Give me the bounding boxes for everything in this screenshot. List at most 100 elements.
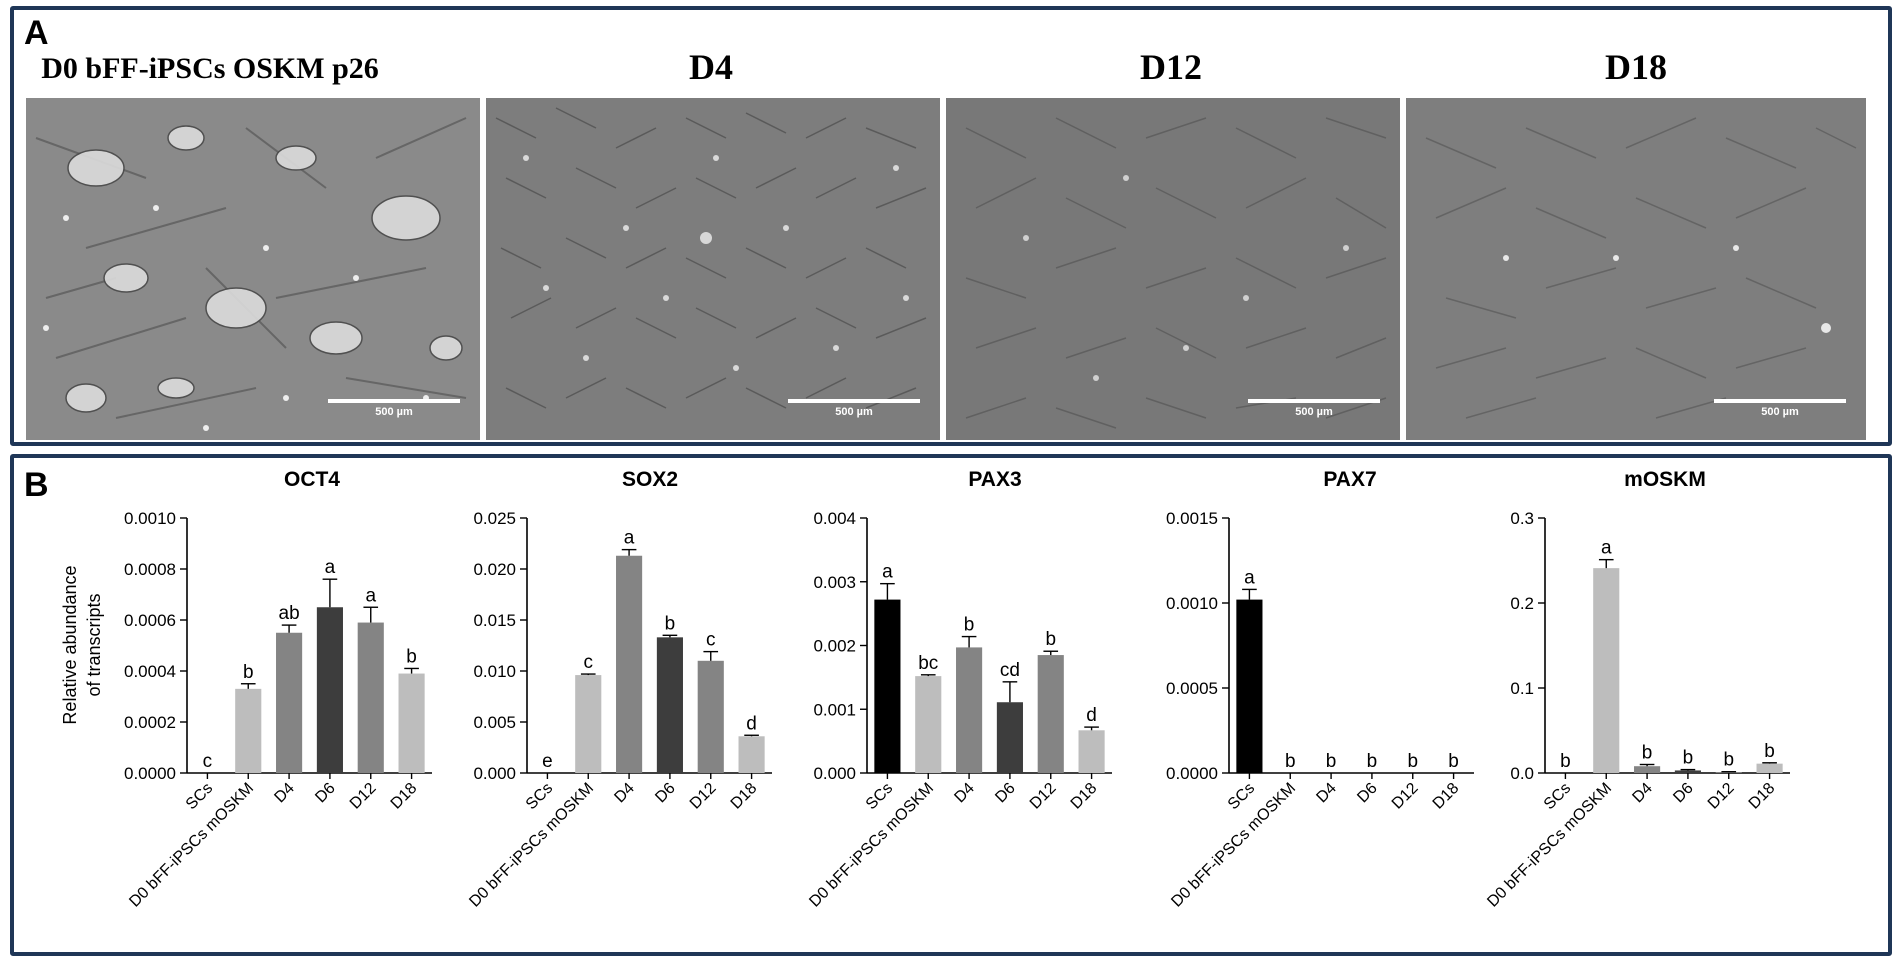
bar-pax7-0: [1236, 599, 1263, 773]
panel-b-frame: [10, 454, 1892, 956]
significance-letter: b: [1642, 743, 1653, 764]
y-tick-label: 0.0008: [124, 560, 176, 579]
x-tick-label: D12: [1027, 780, 1060, 813]
bar-sox2-2: [616, 555, 643, 773]
micrograph-d4: 500 µm: [486, 98, 940, 440]
y-tick-label: 0.004: [813, 509, 856, 528]
x-tick-label: D12: [1389, 780, 1422, 813]
x-tick-label: SCs: [1225, 780, 1258, 813]
chart-title-oct4: OCT4: [284, 468, 340, 491]
image-title-d12: D12: [1140, 47, 1202, 87]
micrograph-d0: 500 µm: [26, 98, 480, 440]
y-tick-label: 0.025: [473, 509, 516, 528]
x-tick-label: D12: [347, 780, 380, 813]
x-tick-label: D18: [388, 780, 421, 813]
significance-letter: b: [665, 613, 676, 634]
bar-pax3-4: [1037, 655, 1064, 773]
x-tick-label: D4: [1629, 780, 1656, 807]
y-tick-label: 0.020: [473, 560, 516, 579]
significance-letter: e: [542, 751, 553, 772]
x-tick-label: D4: [271, 780, 298, 807]
significance-letter: a: [365, 585, 376, 606]
x-tick-label: SCs: [523, 780, 556, 813]
bar-pax3-1: [915, 676, 942, 773]
significance-letter: b: [1285, 751, 1296, 772]
significance-letter: b: [243, 662, 254, 683]
y-tick-label: 0.000: [473, 764, 516, 783]
bar-oct4-1: [235, 688, 262, 773]
y-tick-label: 0.010: [473, 662, 516, 681]
chart-title-pax7: PAX7: [1323, 468, 1376, 491]
y-axis-label: Relative abundance: [60, 565, 80, 724]
bar-moskm-1: [1593, 568, 1620, 773]
significance-letter: a: [882, 562, 893, 583]
bar-oct4-2: [276, 632, 303, 773]
bar-moskm-5: [1756, 763, 1783, 773]
bar-moskm-3: [1674, 770, 1701, 773]
significance-letter: d: [746, 713, 757, 734]
micrograph-d12: 500 µm: [946, 98, 1400, 440]
panel-b-label: B: [24, 466, 49, 504]
scale-bar-d18: 500 µm: [1714, 399, 1846, 418]
scale-bar-d4: 500 µm: [788, 399, 920, 418]
significance-letter: bc: [918, 653, 938, 674]
significance-letter: cd: [1000, 660, 1020, 681]
y-tick-label: 0.0004: [124, 662, 176, 681]
y-tick-label: 0.0006: [124, 611, 176, 630]
bar-pax3-2: [956, 647, 983, 773]
bar-moskm-4: [1715, 772, 1742, 773]
x-tick-label: D6: [1354, 780, 1381, 807]
significance-letter: b: [1407, 751, 1418, 772]
significance-letter: b: [1045, 629, 1056, 650]
y-tick-label: 0.000: [813, 764, 856, 783]
significance-letter: b: [1448, 751, 1459, 772]
microscopy-image-icon: [965, 117, 1387, 429]
y-tick-label: 0.0002: [124, 713, 176, 732]
microscopy-image-icon: [35, 117, 467, 431]
chart-title-pax3: PAX3: [968, 468, 1021, 491]
significance-letter: b: [1367, 751, 1378, 772]
bar-sox2-4: [697, 660, 724, 773]
y-tick-label: 0.0010: [124, 509, 176, 528]
x-tick-label: D4: [611, 780, 638, 807]
y-tick-label: 0.0005: [1166, 679, 1218, 698]
significance-letter: b: [1723, 750, 1734, 771]
y-tick-label: 0.001: [813, 700, 856, 719]
bar-pax3-5: [1078, 730, 1105, 773]
significance-letter: b: [1560, 751, 1571, 772]
significance-letter: b: [1683, 748, 1694, 769]
scale-bar-d0: 500 µm: [328, 399, 460, 418]
y-tick-label: 0.0010: [1166, 594, 1218, 613]
significance-letter: c: [706, 630, 716, 651]
x-tick-label: SCs: [183, 780, 216, 813]
x-tick-label: D12: [687, 780, 720, 813]
bar-oct4-5: [398, 673, 425, 773]
panel-a-frame: [10, 6, 1892, 446]
x-tick-label: D18: [1430, 780, 1463, 813]
significance-letter: c: [203, 751, 213, 772]
x-tick-label: D6: [312, 780, 339, 807]
x-tick-label: D18: [728, 780, 761, 813]
x-tick-label: D6: [992, 780, 1019, 807]
microscopy-image-icon: [1425, 117, 1857, 419]
x-tick-label: D6: [652, 780, 679, 807]
significance-letter: c: [584, 652, 594, 673]
x-tick-label: D4: [1313, 780, 1340, 807]
bar-pax3-3: [996, 702, 1023, 773]
y-tick-label: 0.002: [813, 637, 856, 656]
x-tick-label: D6: [1670, 780, 1697, 807]
y-axis-label: of transcripts: [84, 593, 104, 696]
image-title-d18: D18: [1605, 47, 1667, 87]
y-tick-label: 0.0015: [1166, 509, 1218, 528]
y-tick-label: 0.3: [1510, 509, 1534, 528]
panel-a-label: A: [24, 14, 49, 52]
chart-title-moskm: mOSKM: [1624, 468, 1706, 491]
significance-letter: a: [1601, 538, 1612, 559]
x-tick-label: D4: [951, 780, 978, 807]
bar-oct4-4: [357, 622, 384, 773]
significance-letter: ab: [279, 603, 300, 624]
image-title-d4: D4: [689, 47, 733, 87]
significance-letter: a: [325, 557, 336, 578]
y-tick-label: 0.2: [1510, 594, 1534, 613]
